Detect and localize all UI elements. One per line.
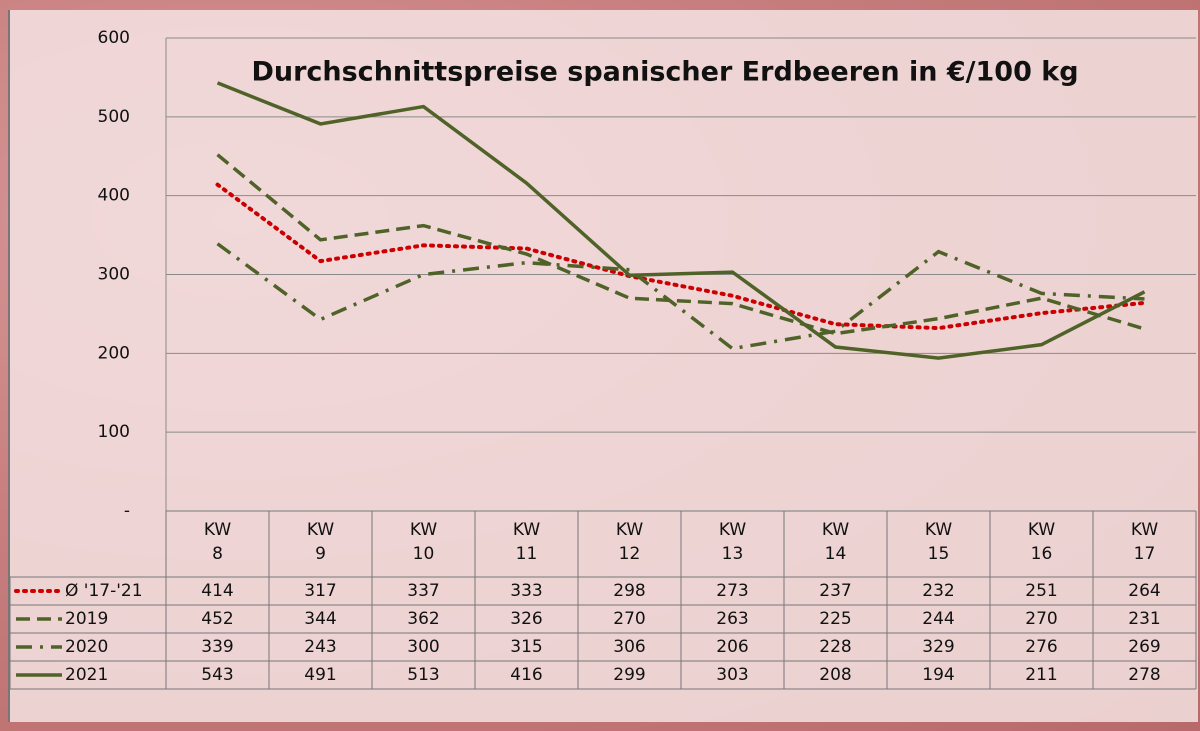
table-value: 300 <box>407 637 439 657</box>
table-value: 299 <box>613 665 645 685</box>
table-value: 414 <box>201 581 233 601</box>
legend-label: Ø '17-'21 <box>65 581 143 601</box>
table-value: 211 <box>1025 665 1057 685</box>
table-value: 337 <box>407 581 439 601</box>
y-tick-label: 400 <box>98 186 130 206</box>
table-value: 228 <box>819 637 851 657</box>
legend-label: 2020 <box>65 637 108 657</box>
table-value: 317 <box>304 581 336 601</box>
table-value: 264 <box>1128 581 1160 601</box>
table-value: 270 <box>1025 609 1057 629</box>
table-value: 326 <box>510 609 542 629</box>
chart: Durchschnittspreise spanischer Erdbeeren… <box>0 0 1200 731</box>
table-value: 339 <box>201 637 233 657</box>
table-value: 194 <box>922 665 954 685</box>
table-value: 237 <box>819 581 851 601</box>
table-value: 263 <box>716 609 748 629</box>
table-value: 362 <box>407 609 439 629</box>
x-tick-label: KW 8 <box>166 518 269 566</box>
x-tick-label: KW 17 <box>1093 518 1196 566</box>
table-value: 344 <box>304 609 336 629</box>
table-value: 491 <box>304 665 336 685</box>
table-value: 303 <box>716 665 748 685</box>
y-tick-label: - <box>124 501 130 521</box>
table-value: 278 <box>1128 665 1160 685</box>
table-value: 416 <box>510 665 542 685</box>
y-tick-label: 100 <box>98 422 130 442</box>
table-value: 270 <box>613 609 645 629</box>
x-tick-label: KW 10 <box>372 518 475 566</box>
x-tick-label: KW 14 <box>784 518 887 566</box>
x-tick-label: KW 9 <box>269 518 372 566</box>
table-value: 513 <box>407 665 439 685</box>
y-tick-label: 200 <box>98 343 130 363</box>
table-value: 273 <box>716 581 748 601</box>
x-tick-label: KW 12 <box>578 518 681 566</box>
table-value: 315 <box>510 637 542 657</box>
table-value: 225 <box>819 609 851 629</box>
table-value: 329 <box>922 637 954 657</box>
chart-title: Durchschnittspreise spanischer Erdbeeren… <box>251 57 1078 88</box>
table-value: 452 <box>201 609 233 629</box>
table-value: 333 <box>510 581 542 601</box>
table-value: 298 <box>613 581 645 601</box>
table-value: 232 <box>922 581 954 601</box>
legend-label: 2019 <box>65 609 108 629</box>
x-tick-label: KW 15 <box>887 518 990 566</box>
y-tick-label: 600 <box>98 28 130 48</box>
table-value: 206 <box>716 637 748 657</box>
y-tick-label: 300 <box>98 265 130 285</box>
table-value: 243 <box>304 637 336 657</box>
table-value: 244 <box>922 609 954 629</box>
table-value: 306 <box>613 637 645 657</box>
legend-label: 2021 <box>65 665 108 685</box>
x-tick-label: KW 16 <box>990 518 1093 566</box>
y-tick-label: 500 <box>98 107 130 127</box>
table-value: 231 <box>1128 609 1160 629</box>
x-tick-label: KW 11 <box>475 518 578 566</box>
table-value: 208 <box>819 665 851 685</box>
table-value: 276 <box>1025 637 1057 657</box>
page: Durchschnittspreise spanischer Erdbeeren… <box>0 0 1200 731</box>
table-value: 543 <box>201 665 233 685</box>
table-value: 269 <box>1128 637 1160 657</box>
x-tick-label: KW 13 <box>681 518 784 566</box>
table-value: 251 <box>1025 581 1057 601</box>
